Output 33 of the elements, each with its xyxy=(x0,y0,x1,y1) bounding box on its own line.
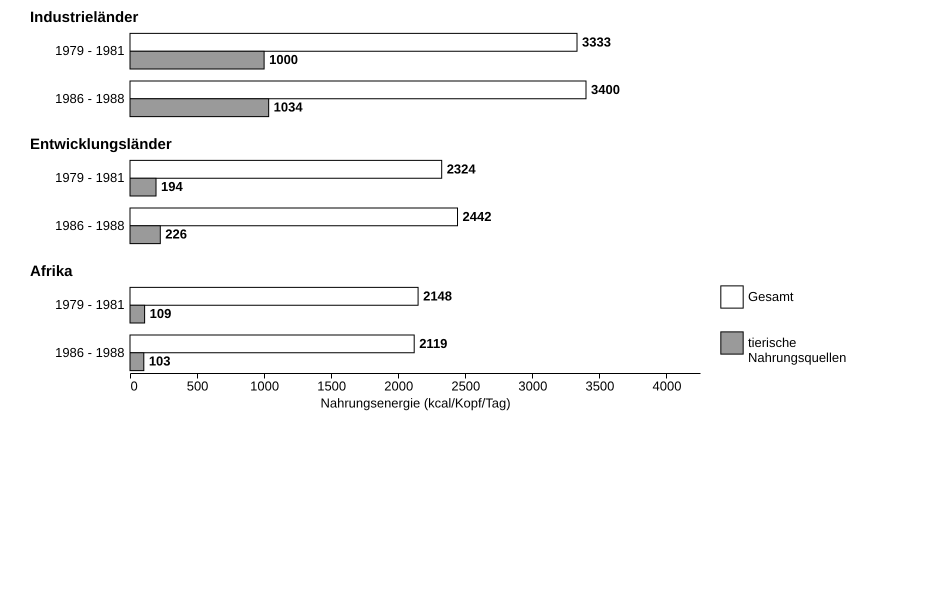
data-label: 3333 xyxy=(582,34,611,50)
x-tick-label: 3000 xyxy=(518,378,548,394)
data-label: 1034 xyxy=(274,100,304,115)
x-tick-label: 500 xyxy=(186,378,208,394)
y-tick-label: 1986 - 1988 xyxy=(55,90,124,106)
legend-label: tierische Nahrungsquellen xyxy=(748,335,846,365)
legend-label: Gesamt xyxy=(748,289,794,304)
x-tick-label: 2000 xyxy=(384,378,414,394)
data-label: 226 xyxy=(165,226,188,242)
data-label: 2119 xyxy=(419,336,448,351)
y-tick-label: 1979 - 1981 xyxy=(55,43,124,58)
data-label: 2442 xyxy=(462,208,492,224)
chart-title: Industrieländer xyxy=(30,9,139,26)
y-tick-label: 1986 - 1988 xyxy=(55,218,124,233)
x-tick-label: 2500 xyxy=(451,378,480,394)
x-tick-label: 0 xyxy=(130,378,138,394)
y-tick-label: 1979 - 1981 xyxy=(55,297,124,312)
x-axis-title: Nahrungsenergie (kcal/Kopf/Tag) xyxy=(320,396,511,410)
x-tick-label: 1500 xyxy=(317,378,346,394)
x-tick-label: 4000 xyxy=(652,378,682,394)
data-label: 2324 xyxy=(446,161,476,176)
data-label: 194 xyxy=(161,179,184,194)
data-label: 3400 xyxy=(591,82,620,97)
data-label: 2148 xyxy=(423,288,452,304)
chart-title: Entwicklungsländer xyxy=(30,136,172,153)
y-tick-label: 1986 - 1988 xyxy=(55,344,124,360)
data-label: 109 xyxy=(150,306,172,322)
y-tick-label: 1979 - 1981 xyxy=(55,170,124,186)
data-label: 103 xyxy=(148,354,171,369)
data-label: 1000 xyxy=(269,52,298,68)
chart-title: Afrika xyxy=(30,263,74,280)
x-tick-label: 1000 xyxy=(250,378,280,394)
x-tick-label: 3500 xyxy=(585,378,614,394)
